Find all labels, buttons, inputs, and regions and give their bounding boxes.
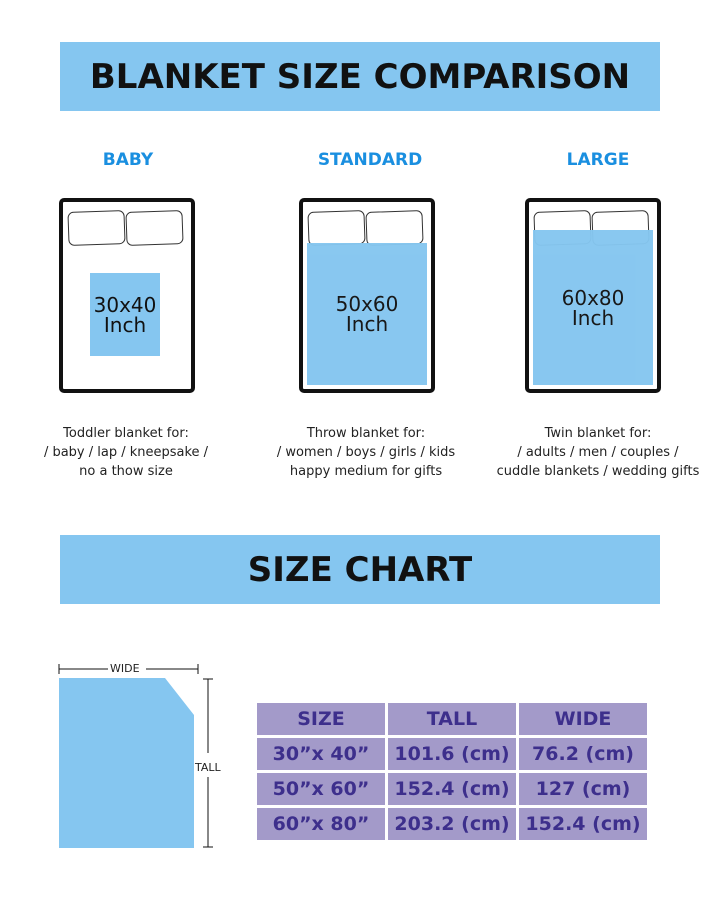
header-tall: TALL xyxy=(388,703,516,735)
size-chart-title: SIZE CHART xyxy=(60,535,660,604)
table-row: 50”x 60” 152.4 (cm) 127 (cm) xyxy=(257,773,647,805)
cell-wide: 152.4 (cm) xyxy=(519,808,647,840)
blanket-dims: 50x60 xyxy=(335,292,399,316)
blanket-dimension-diagram xyxy=(58,664,213,848)
size-label-baby: BABY xyxy=(102,150,154,170)
blanket-unit: Inch xyxy=(103,312,147,337)
cell-tall: 152.4 (cm) xyxy=(388,773,516,805)
size-label-standard: STANDARD xyxy=(317,150,423,170)
pillow-icon xyxy=(125,210,184,246)
header-size: SIZE xyxy=(257,703,385,735)
description-standard: Throw blanket for: / women / boys / girl… xyxy=(251,424,481,481)
cell-tall: 203.2 (cm) xyxy=(388,808,516,840)
cell-wide: 127 (cm) xyxy=(519,773,647,805)
blanket-shape xyxy=(59,678,194,848)
bed-baby: 30x40 Inch xyxy=(59,198,195,393)
blanket-dims: 60x80 xyxy=(561,285,625,310)
blanket-unit: Inch xyxy=(571,305,615,330)
wide-label: WIDE xyxy=(110,662,140,675)
bed-standard: 50x60 Inch xyxy=(299,198,435,393)
cell-tall: 101.6 (cm) xyxy=(388,738,516,770)
description-baby: Toddler blanket for: / baby / lap / knee… xyxy=(11,424,241,481)
desc-line: Toddler blanket for: xyxy=(63,426,189,441)
desc-line: / baby / lap / kneepsake / xyxy=(43,445,209,460)
tall-label: TALL xyxy=(195,761,221,774)
blanket-unit: Inch xyxy=(345,312,389,336)
size-table: SIZE TALL WIDE 30”x 40” 101.6 (cm) 76.2 … xyxy=(254,700,650,843)
cell-size: 60”x 80” xyxy=(257,808,385,840)
desc-line: Twin blanket for: xyxy=(544,426,652,441)
blanket-standard: 50x60 Inch xyxy=(307,243,427,385)
blanket-dims: 30x40 xyxy=(93,292,157,317)
desc-line: / adults / men / couples / xyxy=(517,445,679,460)
size-label-large: LARGE xyxy=(566,150,630,170)
cell-wide: 76.2 (cm) xyxy=(519,738,647,770)
desc-line: Throw blanket for: xyxy=(306,426,426,441)
blanket-large: 60x80 Inch xyxy=(533,230,653,385)
table-row: 30”x 40” 101.6 (cm) 76.2 (cm) xyxy=(257,738,647,770)
bed-large: 60x80 Inch xyxy=(525,198,661,393)
pillow-icon xyxy=(67,210,126,246)
header-wide: WIDE xyxy=(519,703,647,735)
desc-line: no a thow size xyxy=(79,464,173,479)
table-header-row: SIZE TALL WIDE xyxy=(257,703,647,735)
desc-line: cuddle blankets / wedding gifts xyxy=(496,464,700,479)
pillow-icon xyxy=(365,210,424,246)
blanket-baby: 30x40 Inch xyxy=(90,273,160,356)
page-title: BLANKET SIZE COMPARISON xyxy=(60,42,660,111)
desc-line: happy medium for gifts xyxy=(289,464,443,479)
pillow-icon xyxy=(307,210,366,246)
description-large: Twin blanket for: / adults / men / coupl… xyxy=(468,424,723,481)
table-row: 60”x 80” 203.2 (cm) 152.4 (cm) xyxy=(257,808,647,840)
cell-size: 50”x 60” xyxy=(257,773,385,805)
desc-line: / women / boys / girls / kids xyxy=(276,445,456,460)
cell-size: 30”x 40” xyxy=(257,738,385,770)
